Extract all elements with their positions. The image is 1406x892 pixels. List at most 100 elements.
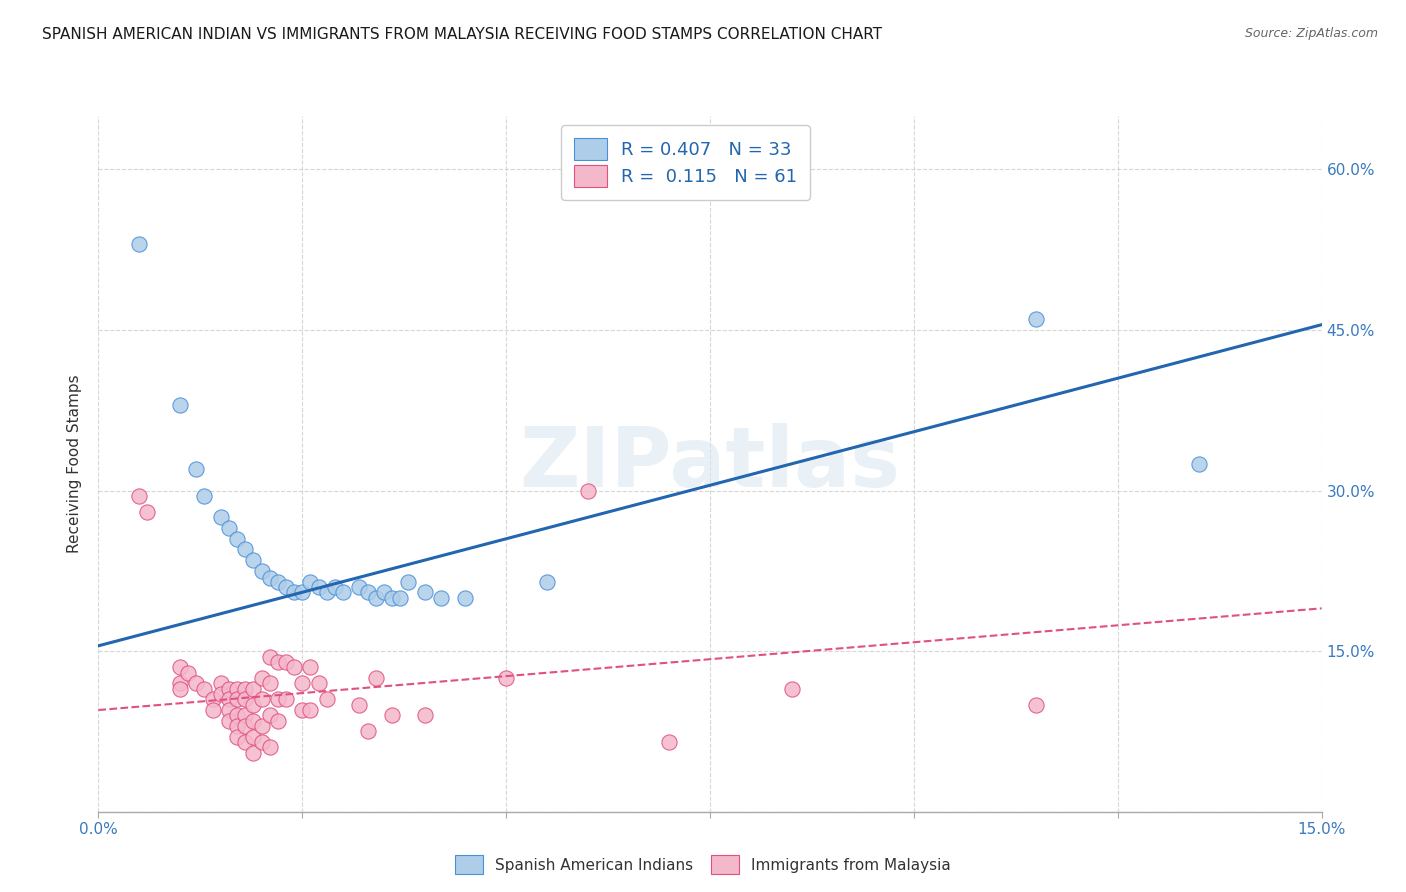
Point — [233, 708, 256, 723]
Text: ZIPatlas: ZIPatlas — [520, 424, 900, 504]
Point — [413, 708, 436, 723]
Point — [128, 237, 150, 252]
Point — [364, 591, 387, 605]
Point — [226, 681, 249, 696]
Point — [259, 571, 281, 585]
Point — [1025, 698, 1047, 712]
Point — [381, 708, 404, 723]
Legend: R = 0.407   N = 33, R =  0.115   N = 61: R = 0.407 N = 33, R = 0.115 N = 61 — [561, 125, 810, 200]
Point — [226, 532, 249, 546]
Point — [308, 676, 330, 690]
Point — [356, 585, 378, 599]
Point — [291, 676, 314, 690]
Point — [128, 489, 150, 503]
Point — [250, 719, 273, 733]
Point — [274, 580, 297, 594]
Point — [267, 574, 290, 589]
Point — [299, 703, 322, 717]
Point — [226, 730, 249, 744]
Point — [323, 580, 346, 594]
Point — [218, 714, 240, 728]
Point — [267, 714, 290, 728]
Point — [780, 681, 803, 696]
Point — [242, 746, 264, 760]
Point — [218, 703, 240, 717]
Point — [218, 681, 240, 696]
Point — [1188, 457, 1211, 471]
Point — [283, 660, 305, 674]
Point — [364, 671, 387, 685]
Point — [233, 681, 256, 696]
Point — [299, 660, 322, 674]
Point — [267, 655, 290, 669]
Point — [169, 398, 191, 412]
Point — [389, 591, 412, 605]
Text: Source: ZipAtlas.com: Source: ZipAtlas.com — [1244, 27, 1378, 40]
Point — [233, 735, 256, 749]
Legend: Spanish American Indians, Immigrants from Malaysia: Spanish American Indians, Immigrants fro… — [449, 849, 957, 880]
Point — [454, 591, 477, 605]
Point — [226, 708, 249, 723]
Point — [430, 591, 453, 605]
Point — [233, 719, 256, 733]
Point — [332, 585, 354, 599]
Point — [283, 585, 305, 599]
Point — [226, 692, 249, 706]
Point — [193, 681, 215, 696]
Point — [1025, 312, 1047, 326]
Point — [349, 698, 371, 712]
Point — [169, 676, 191, 690]
Point — [274, 692, 297, 706]
Point — [315, 585, 337, 599]
Point — [242, 698, 264, 712]
Point — [209, 687, 232, 701]
Point — [259, 740, 281, 755]
Point — [193, 489, 215, 503]
Point — [186, 676, 208, 690]
Point — [250, 564, 273, 578]
Point — [259, 649, 281, 664]
Point — [259, 676, 281, 690]
Point — [274, 655, 297, 669]
Point — [250, 671, 273, 685]
Point — [201, 692, 224, 706]
Point — [250, 692, 273, 706]
Point — [413, 585, 436, 599]
Point — [233, 692, 256, 706]
Point — [250, 735, 273, 749]
Y-axis label: Receiving Food Stamps: Receiving Food Stamps — [67, 375, 83, 553]
Point — [536, 574, 558, 589]
Point — [495, 671, 517, 685]
Point — [242, 681, 264, 696]
Point — [186, 462, 208, 476]
Point — [218, 521, 240, 535]
Point — [349, 580, 371, 594]
Point — [267, 692, 290, 706]
Text: SPANISH AMERICAN INDIAN VS IMMIGRANTS FROM MALAYSIA RECEIVING FOOD STAMPS CORREL: SPANISH AMERICAN INDIAN VS IMMIGRANTS FR… — [42, 27, 883, 42]
Point — [315, 692, 337, 706]
Point — [299, 574, 322, 589]
Point — [136, 505, 159, 519]
Point — [356, 724, 378, 739]
Point — [242, 553, 264, 567]
Point — [242, 730, 264, 744]
Point — [201, 703, 224, 717]
Point — [373, 585, 395, 599]
Point — [209, 510, 232, 524]
Point — [233, 542, 256, 557]
Point — [209, 676, 232, 690]
Point — [226, 719, 249, 733]
Point — [169, 660, 191, 674]
Point — [242, 714, 264, 728]
Point — [177, 665, 200, 680]
Point — [169, 681, 191, 696]
Point — [291, 703, 314, 717]
Point — [381, 591, 404, 605]
Point — [576, 483, 599, 498]
Point — [396, 574, 419, 589]
Point — [291, 585, 314, 599]
Point — [308, 580, 330, 594]
Point — [658, 735, 681, 749]
Point — [218, 692, 240, 706]
Point — [259, 708, 281, 723]
